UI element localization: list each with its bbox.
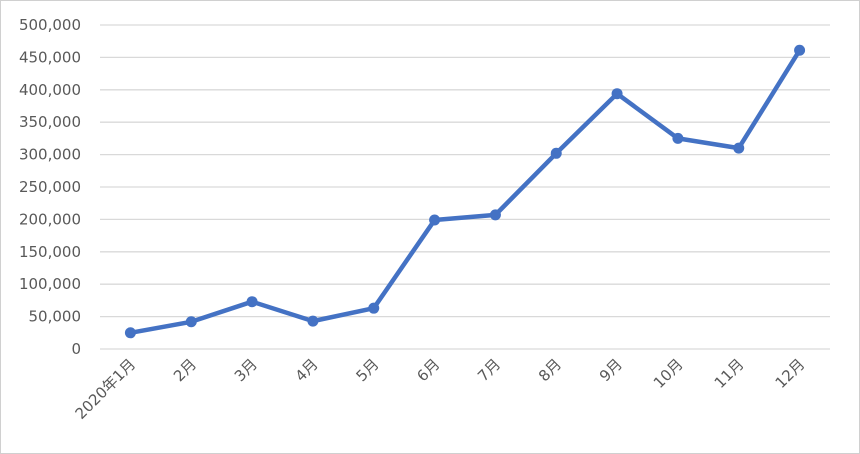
y-tick-label: 400,000 — [19, 81, 81, 99]
data-point — [185, 316, 197, 328]
data-point — [672, 132, 684, 144]
x-tick-label: 2020年1月 — [72, 355, 140, 423]
data-point — [429, 214, 441, 226]
y-tick-label: 0 — [71, 340, 81, 358]
y-tick-label: 300,000 — [19, 146, 81, 164]
x-tick-label: 9月 — [596, 355, 626, 385]
x-tick-label: 5月 — [352, 355, 382, 385]
data-point — [489, 209, 501, 221]
y-tick-label: 200,000 — [19, 210, 81, 228]
series-line — [130, 49, 802, 336]
data-point — [246, 296, 258, 308]
y-tick-label: 450,000 — [19, 48, 81, 66]
data-point — [124, 327, 136, 339]
x-tick-label: 12月 — [772, 355, 809, 392]
x-tick-label: 2月 — [170, 355, 200, 385]
y-tick-label: 100,000 — [19, 275, 81, 293]
data-point — [368, 302, 380, 314]
x-tick-label: 11月 — [711, 355, 748, 392]
y-tick-label: 250,000 — [19, 178, 81, 196]
x-tick-label: 7月 — [474, 355, 504, 385]
data-point — [794, 44, 806, 56]
x-tick-label: 8月 — [535, 355, 565, 385]
y-tick-label: 150,000 — [19, 243, 81, 261]
y-tick-label: 500,000 — [19, 16, 81, 34]
data-point — [307, 315, 319, 327]
x-tick-label: 10月 — [650, 355, 687, 392]
data-point — [733, 142, 745, 154]
data-point — [611, 88, 623, 100]
y-tick-label: 350,000 — [19, 113, 81, 131]
data-point — [550, 147, 562, 159]
x-tick-label: 3月 — [231, 355, 261, 385]
y-tick-label: 50,000 — [29, 308, 82, 326]
x-tick-label: 6月 — [413, 355, 443, 385]
x-tick-label: 4月 — [292, 355, 322, 385]
